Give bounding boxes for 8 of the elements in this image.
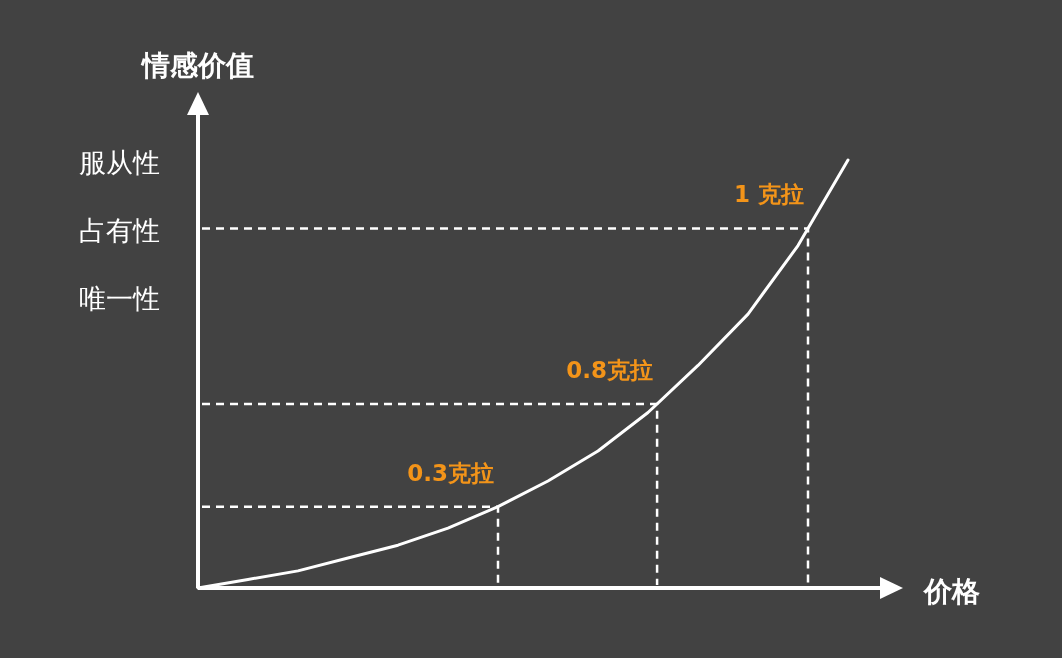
ref-label: 1 克拉 [734, 181, 804, 208]
annotation: 占有性 [79, 215, 160, 246]
ylabel: 情感价值 [142, 49, 254, 82]
annotation: 服从性 [79, 147, 160, 178]
xlabel: 价格 [924, 575, 980, 608]
annotation: 唯一性 [79, 283, 160, 314]
ref-label: 0.8克拉 [566, 356, 654, 383]
ref-label: 0.3克拉 [407, 459, 494, 486]
